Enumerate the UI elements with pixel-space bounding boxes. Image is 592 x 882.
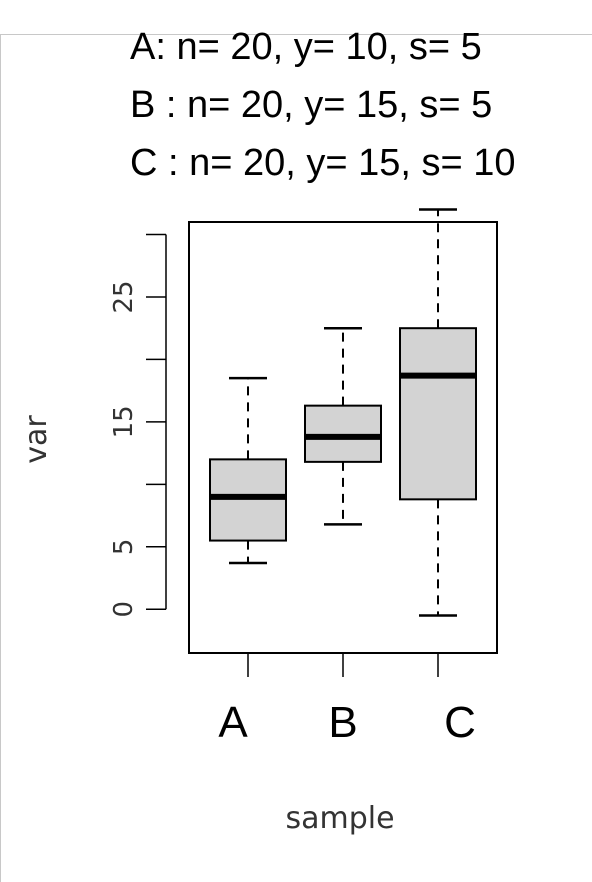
box-C xyxy=(400,328,476,499)
y-tick-label: 25 xyxy=(109,280,139,313)
y-tick-label: 15 xyxy=(109,405,139,438)
box-A xyxy=(210,459,286,540)
y-axis-title: var xyxy=(19,415,54,464)
y-tick-label: 5 xyxy=(109,539,139,556)
x-tick-label: B xyxy=(328,698,357,747)
x-axis-title: sample xyxy=(285,801,394,836)
x-tick-label: A xyxy=(218,698,248,747)
x-tick-label: C xyxy=(444,698,476,747)
box-B xyxy=(305,406,381,462)
y-tick-label: 0 xyxy=(109,601,139,618)
